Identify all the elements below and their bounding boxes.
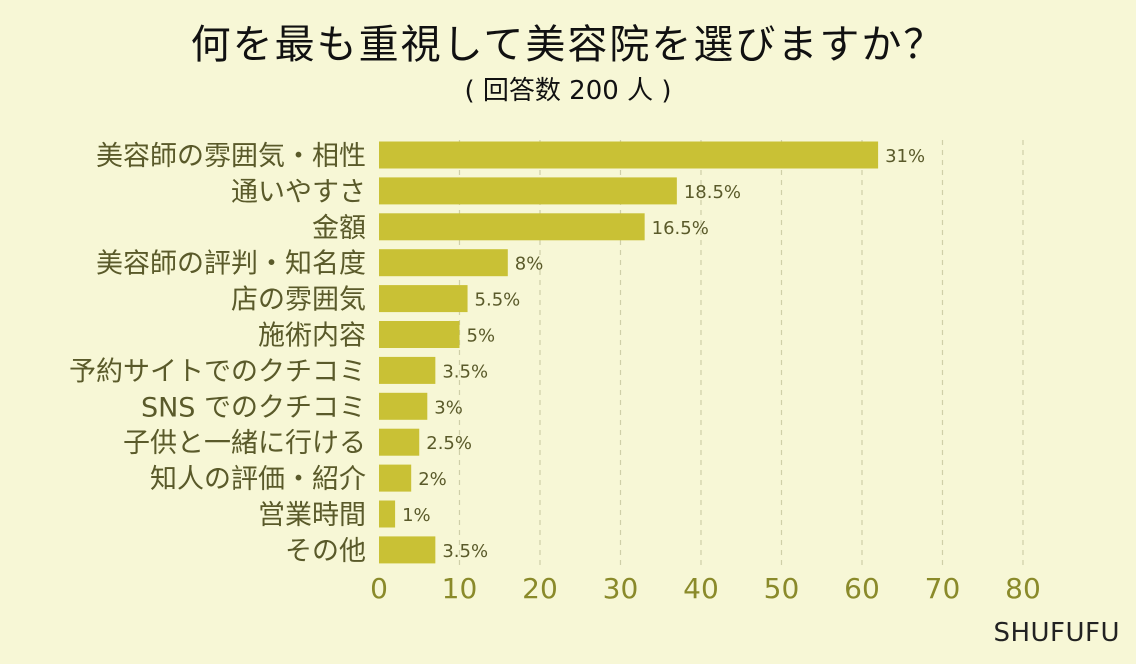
bar-3 xyxy=(379,249,508,277)
bar-0 xyxy=(379,141,879,169)
bar-4 xyxy=(379,285,468,313)
category-label-10: 営業時間 xyxy=(258,500,366,531)
bar-2 xyxy=(379,213,645,241)
data-label-2: 16.5% xyxy=(652,218,709,239)
category-label-4: 店の雰囲気 xyxy=(231,285,366,316)
data-label-0: 31% xyxy=(885,146,925,167)
category-label-0: 美容師の雰囲気・相性 xyxy=(96,141,366,172)
category-label-1: 通いやすさ xyxy=(231,177,366,208)
x-tick-label-5: 50 xyxy=(764,572,800,605)
category-label-7: SNS でのクチコミ xyxy=(141,392,366,423)
category-label-2: 金額 xyxy=(312,213,366,244)
brand-logo-text: SHUFUFU xyxy=(993,618,1120,648)
x-tick-label-0: 0 xyxy=(370,572,388,605)
data-label-11: 3.5% xyxy=(442,541,488,562)
data-label-3: 8% xyxy=(515,254,544,275)
x-tick-label-4: 40 xyxy=(683,572,719,605)
data-label-7: 3% xyxy=(434,397,463,418)
data-label-10: 1% xyxy=(402,505,431,526)
x-tick-label-3: 30 xyxy=(603,572,639,605)
data-label-8: 2.5% xyxy=(426,433,472,454)
category-label-11: その他 xyxy=(285,536,366,567)
bar-10 xyxy=(379,500,396,528)
data-label-5: 5% xyxy=(467,326,496,347)
category-label-9: 知人の評価・紹介 xyxy=(150,464,366,495)
bar-5 xyxy=(379,321,460,348)
bar-11 xyxy=(379,536,436,564)
data-label-4: 5.5% xyxy=(475,290,521,311)
bar-8 xyxy=(379,428,420,456)
bar-6 xyxy=(379,356,436,384)
bar-7 xyxy=(379,392,428,420)
category-label-6: 予約サイトでのクチコミ xyxy=(69,356,366,387)
x-tick-label-1: 10 xyxy=(442,572,478,605)
x-tick-label-6: 60 xyxy=(844,572,880,605)
x-tick-label-2: 20 xyxy=(522,572,558,605)
data-label-1: 18.5% xyxy=(684,182,741,203)
category-label-8: 子供と一緒に行ける xyxy=(123,428,366,459)
x-tick-label-7: 70 xyxy=(925,572,961,605)
category-label-3: 美容師の評判・知名度 xyxy=(96,249,366,280)
chart-subtitle: ( 回答数 200 人 ) xyxy=(464,76,672,106)
data-label-6: 3.5% xyxy=(442,361,488,382)
x-tick-label-8: 80 xyxy=(1005,572,1041,605)
chart-title: 何を最も重視して美容院を選びますか？ xyxy=(190,22,946,68)
category-label-5: 施術内容 xyxy=(258,321,366,352)
data-label-9: 2% xyxy=(418,469,447,490)
bar-9 xyxy=(379,464,412,492)
bar-1 xyxy=(379,177,677,205)
